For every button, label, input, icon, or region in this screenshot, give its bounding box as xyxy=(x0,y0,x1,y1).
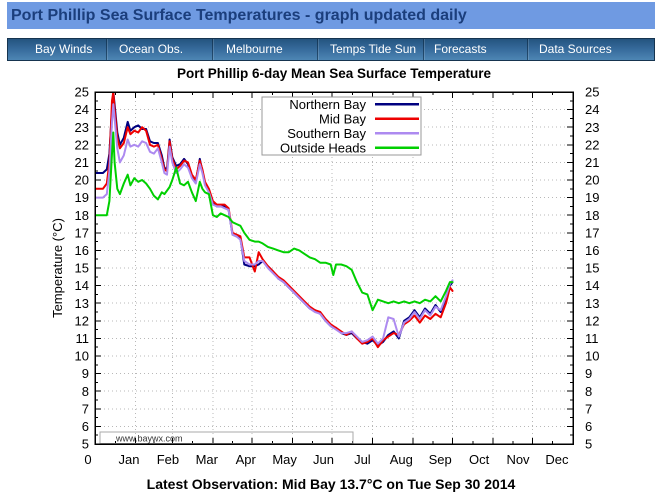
nav-item-melbourne[interactable]: Melbourne xyxy=(213,39,318,60)
watermark: www.baywx.com xyxy=(99,431,354,444)
y-axis-left-labels: 5 6 7 8 9 10 11 12 13 14 15 16 17 18 19 20 21 22 23 24 25 xyxy=(75,85,89,452)
svg-text:11: 11 xyxy=(76,331,90,346)
main-navbar: Bay Winds Ocean Obs. Melbourne Temps Tide S… xyxy=(7,38,655,61)
x-tick-label-feb: Feb xyxy=(157,452,179,467)
svg-text:8: 8 xyxy=(82,384,89,399)
series-line-southern-bay xyxy=(95,103,454,345)
sst-chart-figure: Port Phillip 6-day Mean Sea Surface Temp… xyxy=(0,61,662,473)
svg-text:24: 24 xyxy=(585,102,599,117)
legend-label-mid-bay: Mid Bay xyxy=(319,111,366,126)
svg-text:16: 16 xyxy=(75,243,89,258)
svg-text:17: 17 xyxy=(75,225,89,240)
nav-item-ocean-obs[interactable]: Ocean Obs. xyxy=(107,39,213,60)
svg-text:14: 14 xyxy=(75,278,89,293)
svg-text:12: 12 xyxy=(585,313,599,328)
svg-text:10: 10 xyxy=(585,349,599,364)
svg-text:6: 6 xyxy=(82,419,89,434)
watermark-baywx: www.baywx.com xyxy=(115,434,183,444)
svg-text:5: 5 xyxy=(585,437,592,452)
svg-text:7: 7 xyxy=(82,401,89,416)
nav-item-temps-tide-sun[interactable]: Temps Tide Sun xyxy=(318,39,424,60)
x-tick-label-jan: Jan xyxy=(119,452,140,467)
svg-text:12: 12 xyxy=(75,313,89,328)
sst-chart: Port Phillip 6-day Mean Sea Surface Temp… xyxy=(50,66,599,467)
svg-text:22: 22 xyxy=(75,137,89,152)
svg-text:16: 16 xyxy=(585,243,599,258)
svg-text:8: 8 xyxy=(585,384,592,399)
svg-text:14: 14 xyxy=(585,278,599,293)
svg-text:21: 21 xyxy=(75,155,89,170)
y-axis-title: Temperature (°C) xyxy=(50,218,65,318)
x-tick-label-mar: Mar xyxy=(196,452,219,467)
nav-item-forecasts[interactable]: Forecasts xyxy=(424,39,528,60)
nav-item-bay-winds[interactable]: Bay Winds xyxy=(8,39,107,60)
svg-text:19: 19 xyxy=(75,190,89,205)
x-tick-label-apr: Apr xyxy=(236,452,257,467)
svg-text:10: 10 xyxy=(75,349,89,364)
series-lines xyxy=(95,92,454,349)
svg-text:20: 20 xyxy=(75,173,89,188)
legend-label-outside-heads: Outside Heads xyxy=(280,140,366,155)
svg-text:13: 13 xyxy=(585,296,599,311)
x-origin-label: 0 xyxy=(84,452,91,467)
svg-text:11: 11 xyxy=(585,331,599,346)
y-axis-right-labels: 5 6 7 8 9 10 11 12 13 14 15 16 17 18 19 20 21 22 23 24 25 xyxy=(585,85,599,452)
svg-text:9: 9 xyxy=(82,366,89,381)
svg-text:22: 22 xyxy=(585,137,599,152)
svg-text:25: 25 xyxy=(75,85,89,100)
x-tick-label-nov: Nov xyxy=(506,452,530,467)
x-tick-label-sep: Sep xyxy=(429,452,452,467)
plot-border xyxy=(94,91,574,445)
series-line-outside-heads xyxy=(95,131,454,312)
latest-observation-caption: Latest Observation: Mid Bay 13.7°C on Tu… xyxy=(146,476,516,492)
svg-text:23: 23 xyxy=(75,120,89,135)
svg-text:15: 15 xyxy=(75,261,89,276)
svg-text:20: 20 xyxy=(585,173,599,188)
svg-text:15: 15 xyxy=(585,261,599,276)
x-tick-label-dec: Dec xyxy=(545,452,569,467)
legend-label-southern-bay: Southern Bay xyxy=(287,126,366,141)
nav-item-data-sources[interactable]: Data Sources xyxy=(528,39,653,60)
svg-text:7: 7 xyxy=(585,401,592,416)
legend-label-northern-bay: Northern Bay xyxy=(289,97,366,112)
svg-text:13: 13 xyxy=(75,296,89,311)
x-tick-label-jun: Jun xyxy=(313,452,334,467)
chart-title: Port Phillip 6-day Mean Sea Surface Temp… xyxy=(177,66,492,81)
gridlines xyxy=(96,93,572,443)
x-tick-label-jul: Jul xyxy=(354,452,371,467)
svg-text:19: 19 xyxy=(585,190,599,205)
svg-text:9: 9 xyxy=(585,366,592,381)
svg-text:24: 24 xyxy=(75,102,89,117)
svg-text:23: 23 xyxy=(585,120,599,135)
masthead-title: Port Phillip Sea Surface Temperatures - … xyxy=(7,2,655,29)
svg-text:17: 17 xyxy=(585,225,599,240)
series-line-northern-bay xyxy=(95,92,454,347)
svg-text:25: 25 xyxy=(585,85,599,100)
svg-text:6: 6 xyxy=(585,419,592,434)
x-axis-month-labels: 0 Jan Feb Mar Apr May Jun Jul Aug Sep Oct Nov Dec xyxy=(84,452,569,467)
svg-text:5: 5 xyxy=(82,437,89,452)
svg-text:18: 18 xyxy=(585,208,599,223)
x-tick-label-oct: Oct xyxy=(469,452,490,467)
x-tick-label-aug: Aug xyxy=(390,452,413,467)
svg-text:18: 18 xyxy=(75,208,89,223)
svg-text:21: 21 xyxy=(585,155,599,170)
x-tick-label-may: May xyxy=(272,452,297,467)
